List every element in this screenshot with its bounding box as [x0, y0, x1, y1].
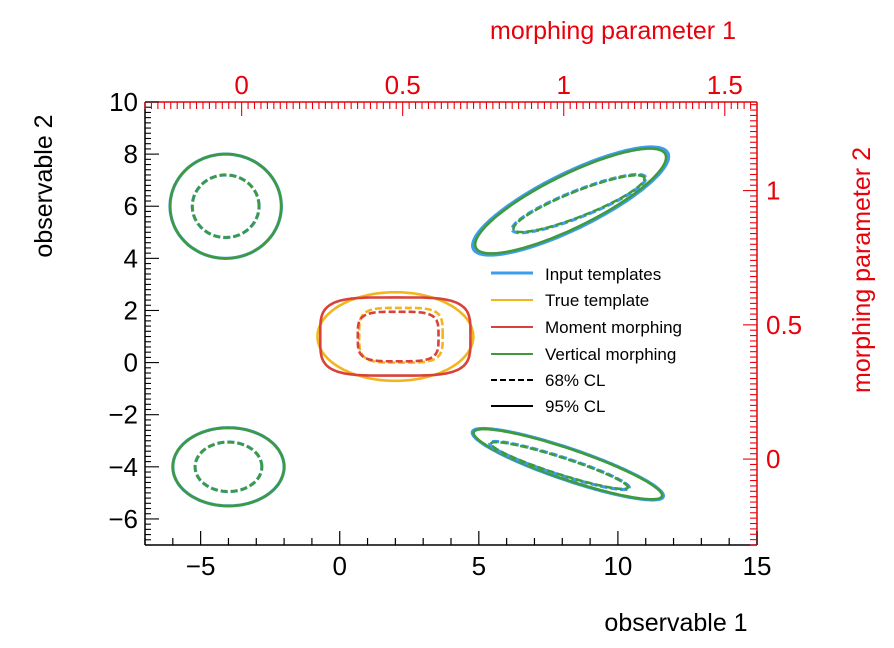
y-axis-label: observable 2: [30, 114, 58, 257]
y-tick-label: −4: [108, 452, 138, 482]
contour-center-true-template-95: [316, 290, 475, 383]
contour-top-right-input-templates-95: [470, 145, 671, 257]
y-tick-label: 2: [124, 295, 138, 325]
x2-tick-label: 0.5: [385, 70, 421, 100]
legend-label-68-cl: 68% CL: [545, 371, 605, 390]
y-tick-label: −2: [108, 400, 138, 430]
legend-label-true-template: True template: [545, 291, 649, 310]
y-tick-label: 6: [124, 191, 138, 221]
y2-tick-label: 0: [766, 444, 780, 474]
contour-center-moment-morphing-68: [356, 310, 440, 363]
x-tick-label: −5: [186, 551, 216, 581]
contour-bottom-right-input-templates-68: [488, 439, 631, 492]
contour-top-right-input-templates-68: [510, 173, 648, 235]
x-tick-label: 15: [743, 551, 772, 581]
contour-bottom-left-vertical-morphing-95: [171, 426, 286, 508]
y-tick-label: 8: [124, 139, 138, 169]
contour-center-true-template-68: [357, 306, 445, 364]
y-tick-label: −6: [108, 504, 138, 534]
contour-top-right-vertical-morphing-95: [473, 147, 668, 255]
legend: Input templates True template Moment mor…: [491, 265, 682, 416]
x2-tick-label: 1.5: [707, 70, 743, 100]
y2-tick-label: 0.5: [766, 310, 802, 340]
contour-top-left-vertical-morphing-68: [191, 173, 261, 239]
contour-top-left-vertical-morphing-95: [168, 152, 283, 260]
axes-layer: −5 0 5 10 15 −6 −4 −2 0 2 4 6 8 10 0 0.5 1 1.5 0 0.5 1: [108, 70, 802, 581]
y2-axis-label: morphing parameter 2: [848, 147, 876, 393]
x2-axis-label: morphing parameter 1: [490, 17, 736, 45]
x-tick-label: 0: [332, 551, 346, 581]
x2-tick-label: 0: [234, 70, 248, 100]
y-tick-label: 0: [124, 348, 138, 378]
legend-label-moment-morphing: Moment morphing: [545, 318, 682, 337]
contour-center-moment-morphing-95: [319, 296, 472, 377]
y-tick-label: 10: [109, 87, 138, 117]
contour-bottom-left-vertical-morphing-68: [193, 440, 264, 493]
x-tick-label: 10: [603, 551, 632, 581]
y2-tick-label: 1: [766, 176, 780, 206]
legend-label-95-cl: 95% CL: [545, 397, 605, 416]
legend-label-input-templates: Input templates: [545, 265, 661, 284]
contours-layer: [168, 145, 671, 508]
contour-bottom-right-vertical-morphing-95: [472, 427, 664, 501]
x-axis-label: observable 1: [604, 609, 747, 637]
contour-top-right-vertical-morphing-68: [512, 173, 646, 234]
legend-label-vertical-morphing: Vertical morphing: [545, 345, 676, 364]
x2-tick-label: 1: [557, 70, 571, 100]
contour-bottom-right-vertical-morphing-68: [489, 440, 630, 491]
x-tick-label: 5: [472, 551, 486, 581]
y-tick-label: 4: [124, 243, 138, 273]
contour-bottom-right-input-templates-95: [470, 426, 665, 502]
